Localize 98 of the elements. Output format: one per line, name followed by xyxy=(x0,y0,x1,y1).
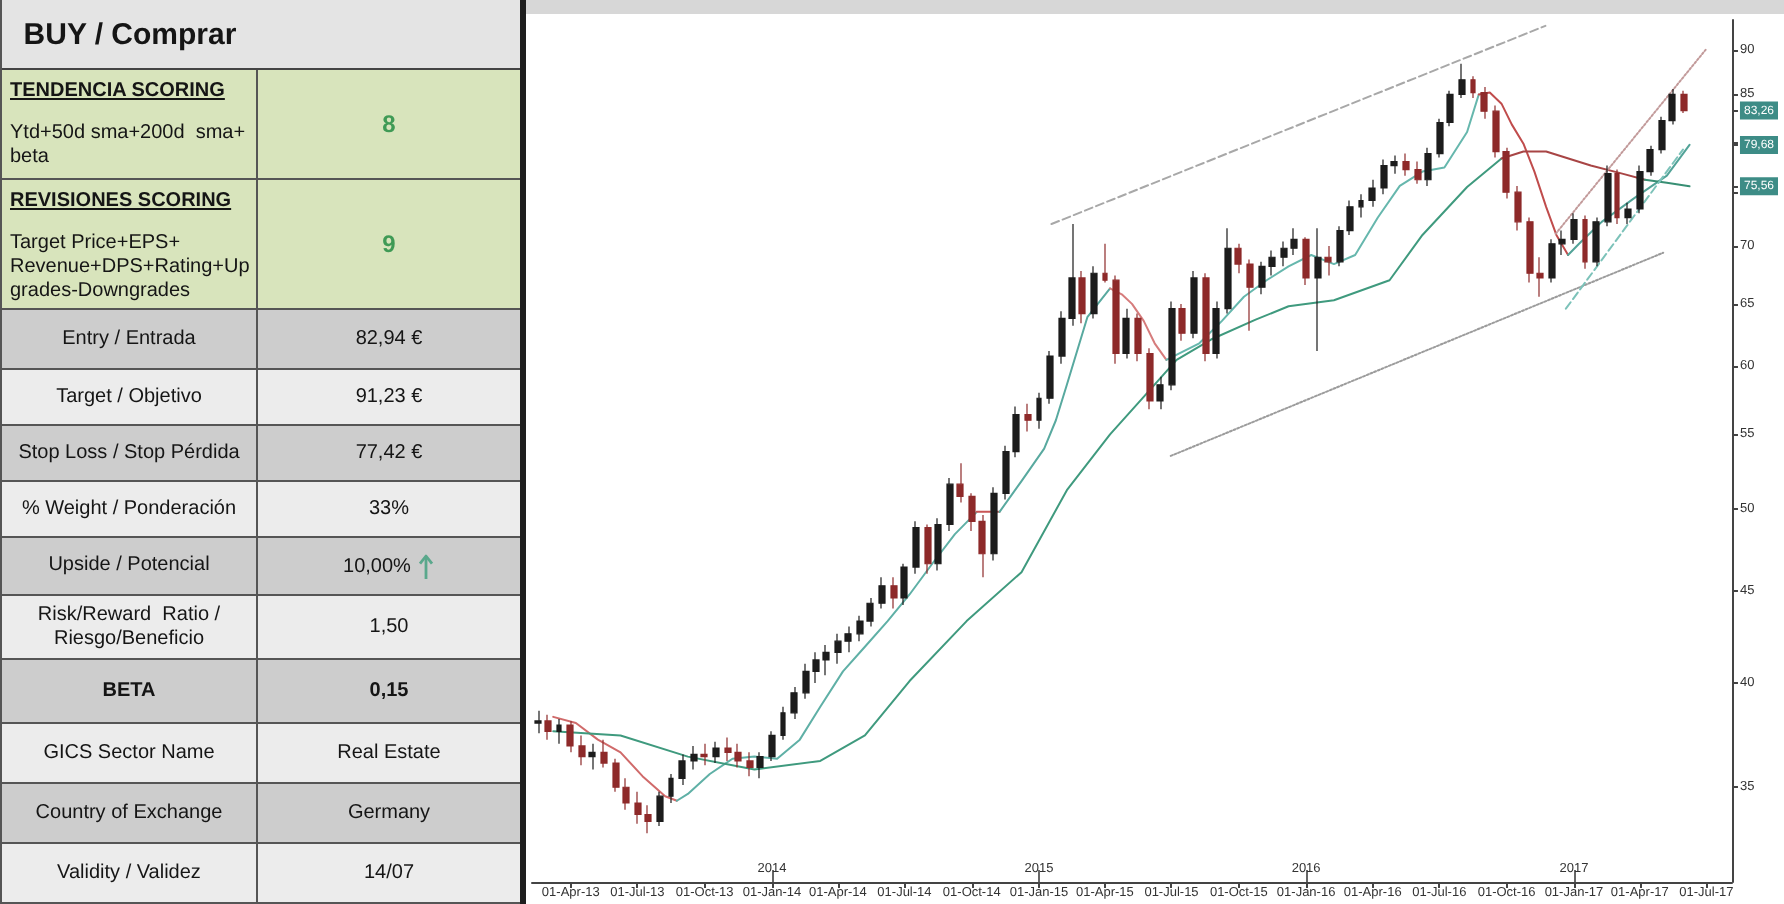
text: 0,15 xyxy=(369,680,409,702)
category-label: Entry / Entrada xyxy=(62,327,196,351)
candlestick xyxy=(534,710,542,734)
candlestick xyxy=(956,462,964,504)
category-label: % Weight / Ponderación xyxy=(21,497,237,521)
candlestick xyxy=(690,745,698,771)
line-series xyxy=(998,287,1112,513)
candlestick xyxy=(1112,274,1120,365)
category-label: BETA xyxy=(102,679,156,703)
candlestick xyxy=(1458,63,1466,99)
text: 10,00% xyxy=(343,555,411,577)
candlestick xyxy=(1168,300,1176,391)
candlestick xyxy=(1178,303,1186,342)
text: 82,94 € xyxy=(355,328,423,350)
candlestick xyxy=(1604,164,1612,227)
candlestick xyxy=(1570,212,1578,245)
text: BUY / Comprar xyxy=(21,15,239,55)
category-label: Country of Exchange xyxy=(35,801,223,825)
candlestick xyxy=(790,686,798,720)
candlestick xyxy=(1190,270,1198,339)
category-label: Stop Loss / Stop Pérdida xyxy=(18,441,240,465)
candlestick xyxy=(678,753,686,786)
line-series xyxy=(1567,143,1691,256)
candlestick xyxy=(1402,152,1410,177)
text: 14/07 xyxy=(363,862,415,884)
candlestick xyxy=(934,517,942,572)
candlestick xyxy=(1036,392,1042,430)
candlestick xyxy=(556,718,562,745)
line-series xyxy=(552,715,678,802)
candlestick xyxy=(1202,272,1210,362)
candlestick xyxy=(1614,168,1620,225)
candlestick xyxy=(1224,227,1232,315)
text: 1,50 xyxy=(369,616,409,638)
candlestick xyxy=(746,751,754,777)
candlestick xyxy=(656,791,664,827)
candlestick xyxy=(1414,160,1422,185)
candlestick xyxy=(1156,376,1164,410)
category-label: Risk/Reward Ratio / Riesgo/Beneficio xyxy=(37,603,221,651)
candlestick xyxy=(1090,265,1098,320)
line-series xyxy=(675,510,978,802)
candlestick xyxy=(600,739,608,769)
candlestick xyxy=(912,520,920,575)
candlestick xyxy=(668,773,674,804)
candlestick xyxy=(1514,185,1522,232)
category-label: GICS Sector Name xyxy=(43,741,215,765)
candlestick xyxy=(1582,214,1588,270)
candlestick xyxy=(768,730,776,762)
category-label: Target / Objetivo xyxy=(56,385,202,409)
line-series xyxy=(1165,93,1480,361)
candlestick xyxy=(1024,403,1032,433)
candlestick xyxy=(890,576,898,610)
text: 9 xyxy=(382,230,396,258)
candlestick xyxy=(1314,227,1322,352)
line-series xyxy=(1109,287,1168,361)
candlestick xyxy=(1134,312,1142,362)
candlestick xyxy=(946,477,954,532)
candlestick xyxy=(900,563,908,606)
candlestick xyxy=(712,741,720,764)
candlestick xyxy=(780,706,786,741)
candlestick xyxy=(1122,308,1130,360)
candlestick xyxy=(924,523,932,575)
candlestick xyxy=(588,743,596,771)
text: 8 xyxy=(382,110,396,138)
text: 77,42 € xyxy=(355,442,423,464)
candlestick xyxy=(700,743,708,766)
text: 33% xyxy=(368,498,409,520)
text: 91,23 € xyxy=(355,386,423,408)
candlestick xyxy=(1234,243,1242,274)
candlestick xyxy=(1212,300,1220,360)
candlestick xyxy=(1102,243,1108,284)
line-series xyxy=(1477,91,1570,256)
candlestick xyxy=(1046,350,1054,405)
candlestick xyxy=(1146,347,1154,410)
candlestick xyxy=(566,720,574,753)
candlestick xyxy=(1470,75,1476,99)
candlestick xyxy=(1078,270,1086,324)
candlestick xyxy=(1358,193,1364,219)
candlestick xyxy=(990,486,998,561)
candlestick xyxy=(878,576,886,610)
candlestick xyxy=(1246,258,1254,332)
category-label: TENDENCIA SCORING Ytd+50d sma+200d sma+ beta xyxy=(10,80,246,170)
text: Germany xyxy=(347,802,431,824)
candlestick xyxy=(1368,179,1376,208)
category-label: Upside / Potencial xyxy=(48,554,210,578)
candlestick xyxy=(756,751,764,779)
category-label: REVISIONES SCORING Target Price+EPS+ Revenue+DPS+Rating+Up grades-Downgrades xyxy=(10,190,250,304)
candlestick xyxy=(544,714,552,741)
candlestick xyxy=(1424,147,1432,187)
category-label: Validity / Validez xyxy=(57,861,201,885)
candlestick xyxy=(1624,202,1632,225)
candlestick xyxy=(578,734,586,766)
candlestick xyxy=(1592,216,1600,267)
line-series xyxy=(552,157,1503,771)
text: Real Estate xyxy=(337,742,441,764)
candlestick xyxy=(1680,90,1688,114)
candlestick xyxy=(1302,236,1310,286)
candlestick xyxy=(1480,86,1488,120)
candlestick xyxy=(1324,245,1332,277)
